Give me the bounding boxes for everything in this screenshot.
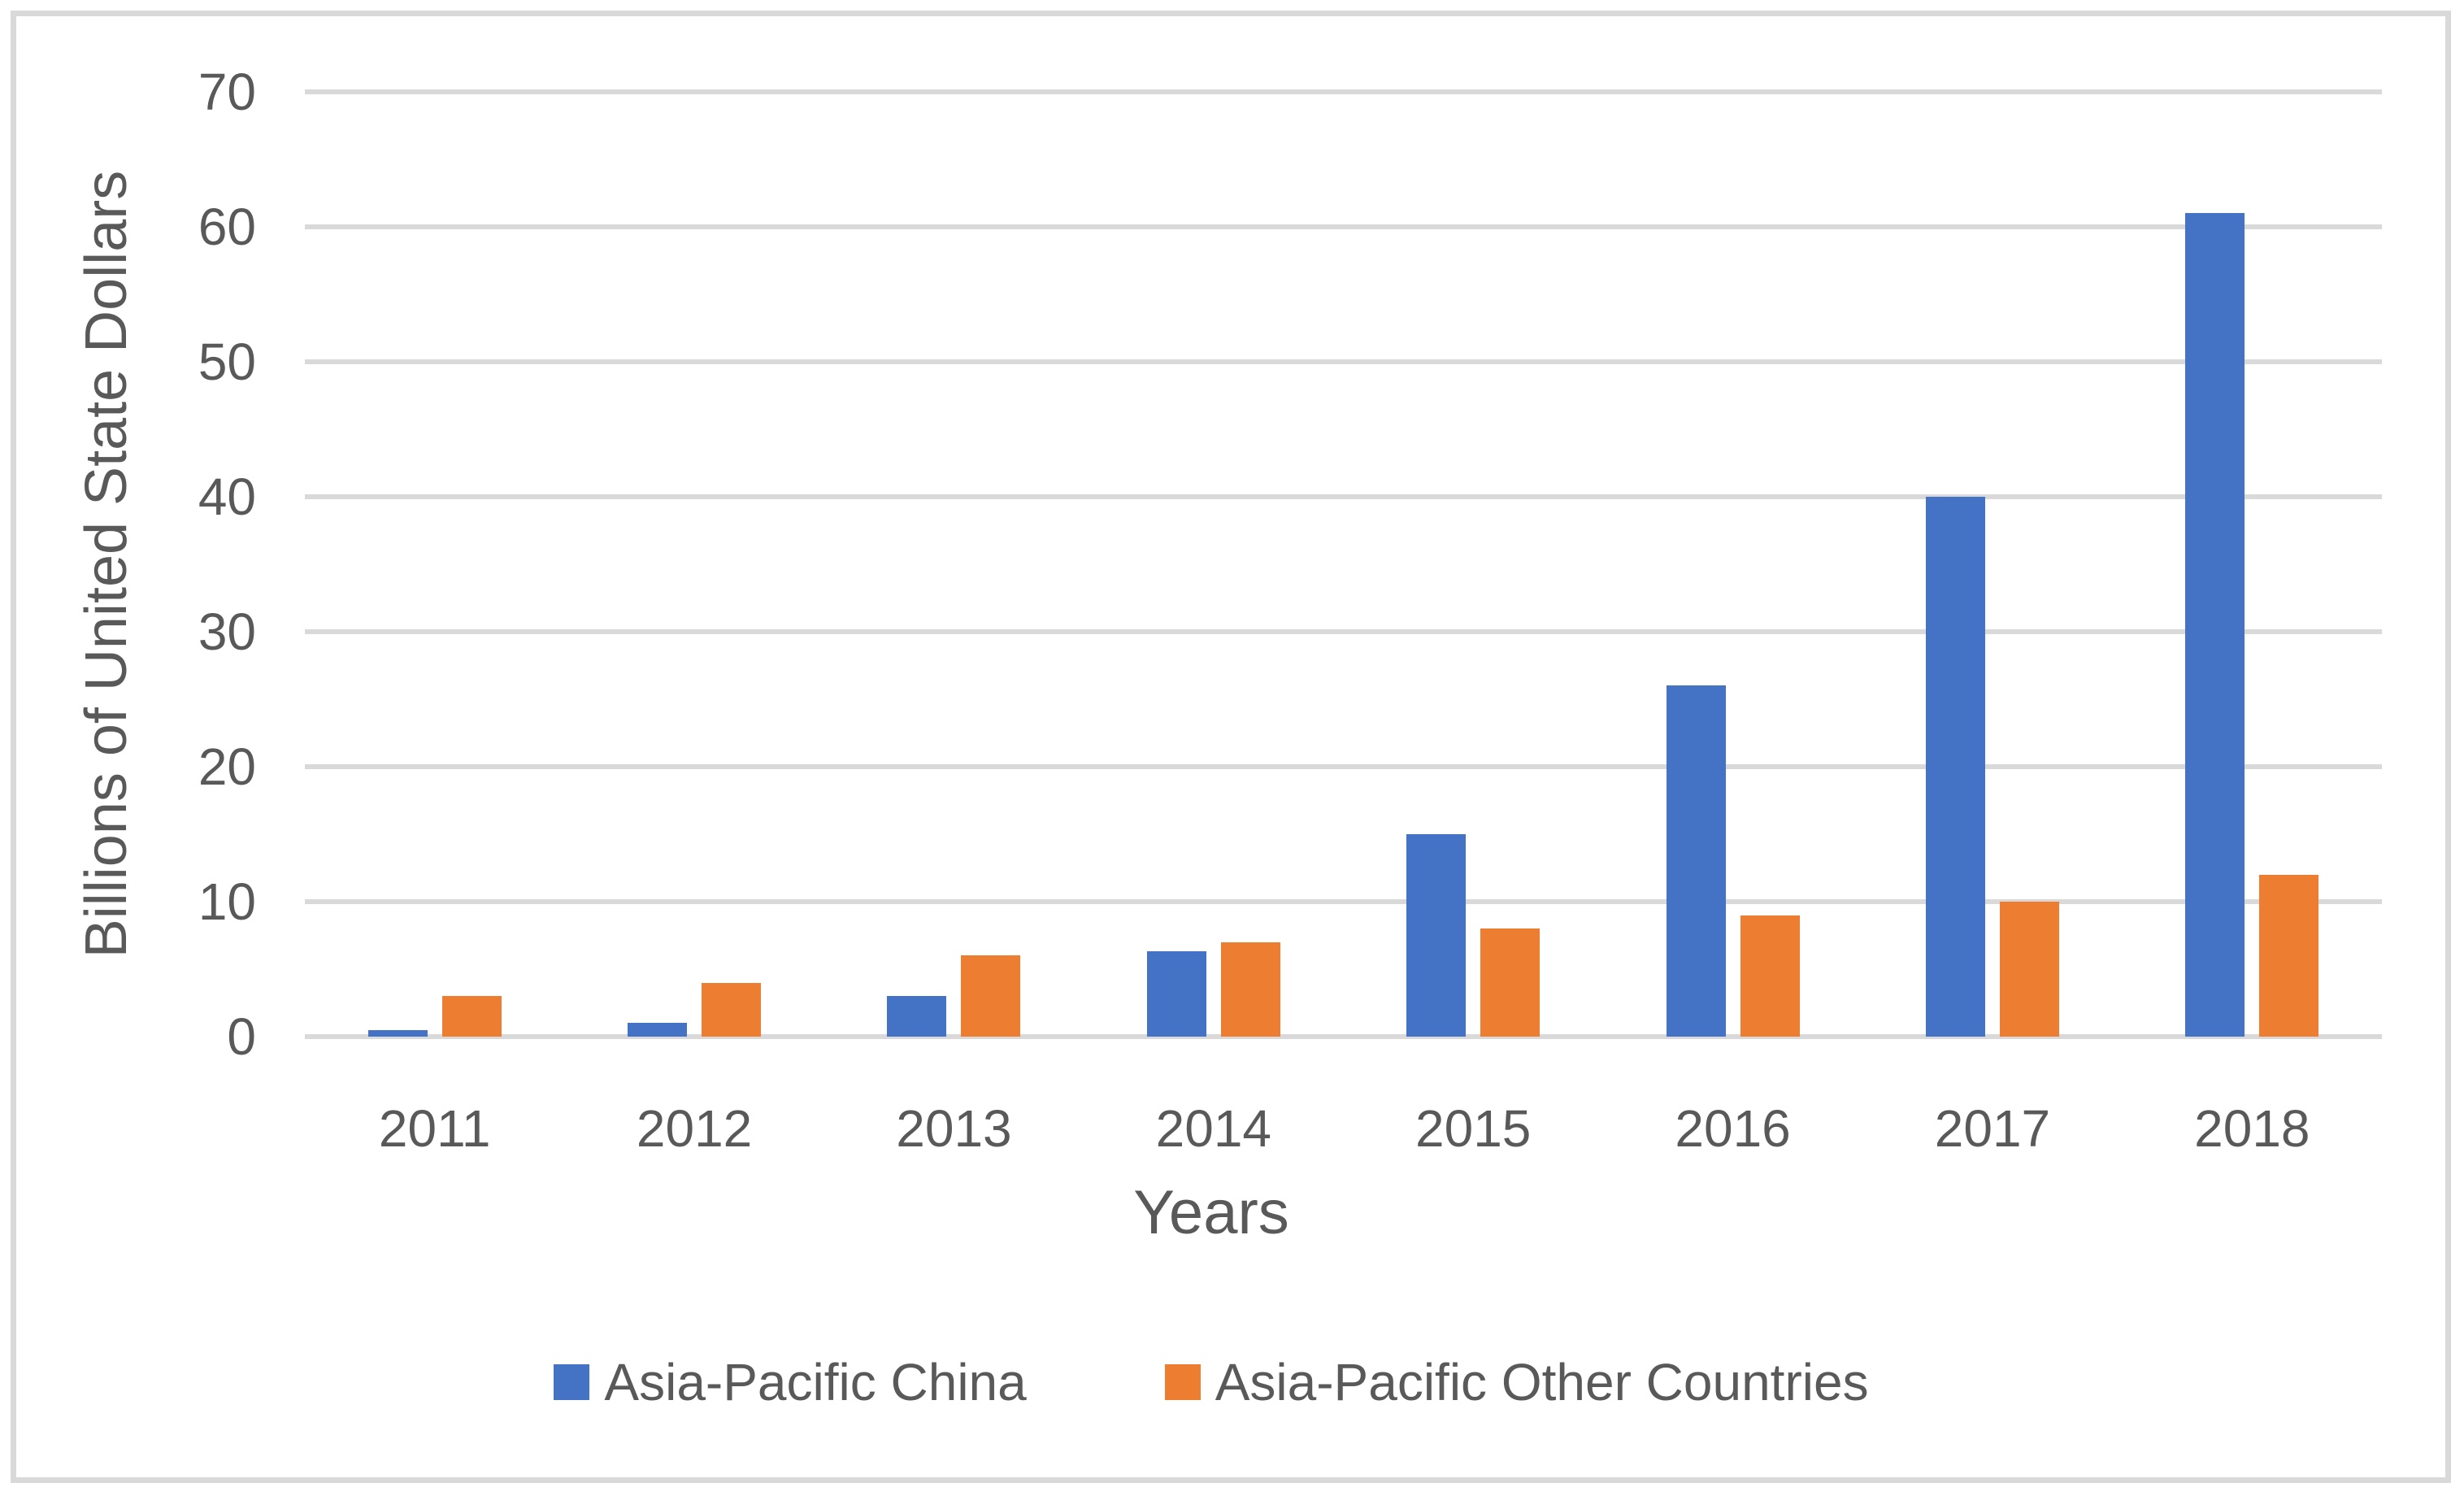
x-tick-label-2018: 2018 <box>2194 1099 2310 1158</box>
y-axis-title: Billions of United State Dollars <box>74 170 139 959</box>
y-tick-label-40: 40 <box>198 468 256 526</box>
bar-china-2012 <box>628 1023 688 1037</box>
gridline-40 <box>305 494 2382 499</box>
x-tick-label-2014: 2014 <box>1155 1099 1271 1158</box>
gridline-30 <box>305 629 2382 634</box>
x-tick-label-2011: 2011 <box>378 1099 491 1158</box>
x-tick-label-2013: 2013 <box>896 1099 1012 1158</box>
bar-china-2013 <box>887 996 947 1037</box>
bar-other-2013 <box>961 955 1021 1037</box>
legend-item-china: Asia-Pacific China <box>554 1352 1027 1412</box>
bar-china-2017 <box>1925 497 1985 1037</box>
y-tick-label-0: 0 <box>227 1007 256 1066</box>
x-axis-title: Years <box>1133 1178 1289 1247</box>
gridline-60 <box>305 224 2382 229</box>
bar-china-2015 <box>1406 834 1467 1037</box>
chart-border <box>11 11 2451 1483</box>
bar-other-2016 <box>1740 915 1800 1037</box>
y-tick-label-10: 10 <box>198 872 256 931</box>
y-tick-label-50: 50 <box>198 333 256 391</box>
gridline-0 <box>305 1034 2382 1039</box>
legend-label-china: Asia-Pacific China <box>604 1353 1027 1411</box>
bar-other-2018 <box>2259 874 2319 1037</box>
legend-swatch-other-countries <box>1164 1364 1201 1400</box>
y-tick-label-30: 30 <box>198 602 256 661</box>
y-tick-label-70: 70 <box>198 63 256 121</box>
gridline-20 <box>305 764 2382 769</box>
y-tick-label-20: 20 <box>198 737 256 796</box>
bar-other-2015 <box>1480 928 1541 1037</box>
bar-china-2016 <box>1666 685 1726 1037</box>
gridline-10 <box>305 899 2382 904</box>
bar-other-2014 <box>1220 942 1280 1037</box>
gridline-70 <box>305 89 2382 94</box>
legend: Asia-Pacific China Asia-Pacific Other Cou… <box>0 1343 2423 1421</box>
x-tick-label-2012: 2012 <box>636 1099 753 1158</box>
x-tick-label-2017: 2017 <box>1934 1099 2051 1158</box>
bar-china-2018 <box>2185 213 2245 1037</box>
bar-other-2017 <box>1999 902 2059 1037</box>
bar-china-2011 <box>367 1029 428 1037</box>
y-tick-label-60: 60 <box>198 198 256 256</box>
legend-label-other-countries: Asia-Pacific Other Countries <box>1215 1353 1869 1411</box>
bar-other-2011 <box>441 996 502 1037</box>
x-tick-label-2015: 2015 <box>1415 1099 1532 1158</box>
legend-swatch-china <box>554 1364 590 1400</box>
bar-other-2012 <box>702 982 762 1037</box>
gridline-50 <box>305 359 2382 364</box>
legend-item-other-countries: Asia-Pacific Other Countries <box>1164 1352 1869 1412</box>
bar-china-2014 <box>1146 951 1206 1037</box>
plot-area <box>305 89 2382 1039</box>
x-tick-label-2016: 2016 <box>1675 1099 1791 1158</box>
